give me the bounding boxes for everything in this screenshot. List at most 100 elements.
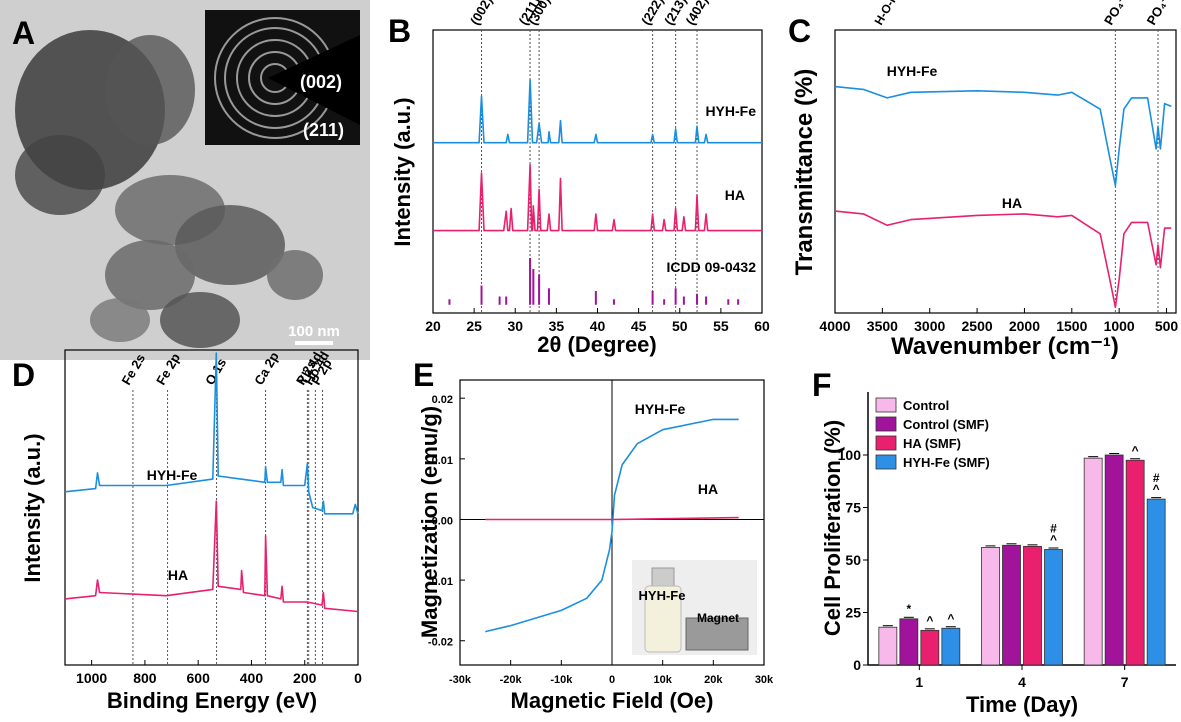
x-tick-label: 0 [609,674,615,686]
reference-label: (002) [467,0,495,27]
bar [981,547,1000,666]
bottle [644,585,682,653]
y-axis-title: Transmittance (%) [791,69,818,276]
bar [1002,544,1021,666]
series-line [64,500,359,613]
x-axis-title: Time (Day) [966,692,1078,717]
panel: (002) (211) 100 nm A [12,15,344,340]
x-axis-title: Wavenumber (cm⁻¹) [891,333,1119,360]
panel: B 20 25 30 35 40 45 50 55 60 2θ (Degree) Intensity … [388,0,770,357]
series-label: HYH-Fe [635,401,686,417]
y-tick-label: -0.01 [428,576,453,588]
bar [878,626,898,666]
legend-swatch [875,435,897,451]
series-label: HA [725,187,745,203]
tem-image [0,0,370,360]
x-tick-label: 500 [1155,318,1179,334]
legend-label: Control [903,398,949,413]
x-tick-label: 400 [240,670,264,686]
x-tick-label: 45 [631,318,647,334]
y-tick-label: 0.02 [432,394,453,406]
bar [920,629,940,666]
x-tick-label: 55 [713,318,729,334]
plot-frame [64,349,359,666]
x-tick-label: 30 [507,318,523,334]
series-line [433,163,762,232]
reference-label: PO₄³⁻ [1144,0,1175,27]
legend-swatch [875,454,897,470]
bar [1044,549,1063,666]
x-tick-label: -10k [550,674,573,686]
x-tick-label: 800 [133,670,157,686]
bar [1125,459,1145,666]
series-label: HA [1002,195,1022,211]
series-line [834,210,1172,309]
panel-label: B [388,13,411,49]
series-line [433,78,762,144]
x-tick-label: 35 [549,318,565,334]
x-tick-label: 30k [755,674,774,686]
x-axis-title: Magnetic Field (Oe) [511,688,714,713]
significance-mark: # ^ [1153,471,1160,496]
significance-mark: # ^ [1050,522,1057,547]
annotation: (002) [300,72,342,92]
panel-label: D [12,357,35,393]
bar [1146,498,1166,666]
x-tick-label: 50 [672,318,688,334]
x-tick-label: 25 [466,318,482,334]
x-tick-label: 1000 [76,670,107,686]
bottle [651,567,675,587]
magnet [685,617,749,651]
annotation: (211) [303,120,344,140]
y-tick-label: 25 [845,605,861,621]
legend-label: HYH-Fe (SMF) [903,455,990,470]
significance-mark: * [906,602,911,616]
panel: C 4000 3500 3000 2500 2000 1500 1000 500 Wavenumb… [788,0,1178,360]
series-label: HA [698,481,718,497]
plot-frame [834,29,1177,314]
y-axis-title: Intensity (a.u.) [390,97,415,246]
reference-label: (222) [638,0,666,27]
y-tick-label: 50 [845,552,861,568]
x-tick-label: 1500 [1056,318,1087,334]
series-label: HA [168,567,188,583]
series-label: HYH-Fe [705,103,756,119]
significance-mark: ^ [1132,443,1139,457]
panel-label: F [812,367,832,403]
x-tick-label: 3500 [867,318,898,334]
series-line [834,85,1172,187]
panel-label: A [12,15,35,51]
bar [1023,545,1042,666]
panel: E -30k -20k -10k 0 10k 20k 30k -0.02 -0.01 0.00 0.0… [413,357,774,713]
y-tick-label: 0.00 [432,515,453,527]
x-tick-label: 0 [354,670,362,686]
annotation: HYH-Fe [639,588,686,603]
x-tick-label: 200 [293,670,317,686]
bar [1104,454,1124,666]
legend-swatch [875,416,897,432]
series-label: ICDD 09-0432 [667,259,757,275]
x-tick-label: 2500 [962,318,993,334]
x-tick-label: 4000 [819,318,850,334]
annotation: Magnet [697,611,739,625]
x-tick-label: 20k [704,674,723,686]
bar [1083,457,1103,666]
x-tick-label: 40 [590,318,606,334]
x-tick-label: 3000 [914,318,945,334]
y-tick-label: 0 [853,657,861,673]
x-tick-label: 4 [1018,674,1026,690]
significance-mark: ^ [926,613,933,627]
y-axis-title: Cell Proliferation (%) [820,420,845,636]
x-tick-label: 60 [754,318,770,334]
y-axis-title: Magnetization (emu/g) [417,406,442,638]
scale-bar-label: 100 nm [288,323,340,340]
series-label: HYH-Fe [887,63,938,79]
y-tick-label: 0.01 [432,455,453,467]
legend-label: Control (SMF) [903,417,989,432]
legend-label: HA (SMF) [903,436,961,451]
x-tick-label: 20 [425,318,441,334]
legend-swatch [875,397,897,413]
significance-mark: ^ [947,611,954,625]
bar [941,627,961,666]
series-line [485,516,739,521]
